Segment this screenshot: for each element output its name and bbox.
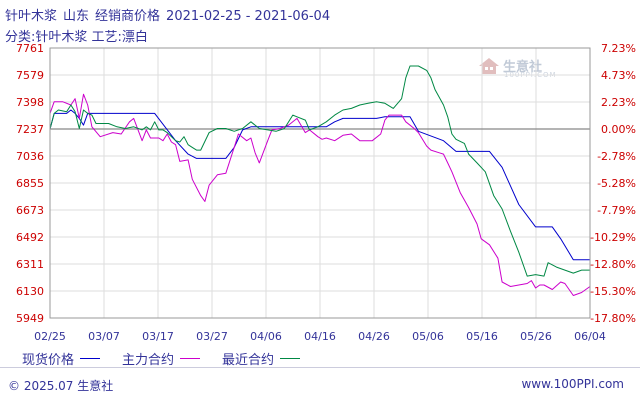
y-tick-label-left: 7579 — [16, 69, 44, 82]
legend-label-nearest: 最近合约 — [222, 353, 275, 368]
x-tick-label: 04/16 — [304, 330, 336, 343]
title-price-type: 经销商价格 — [95, 9, 161, 24]
house-icon — [479, 57, 499, 74]
y-tick-label-right: 4.73% — [601, 69, 636, 82]
footer-url[interactable]: www.100PPI.com — [521, 377, 624, 391]
x-tick-label: 06/04 — [574, 330, 606, 343]
x-tick-label: 04/26 — [358, 330, 390, 343]
y-tick-label-left: 5949 — [16, 312, 44, 325]
series-line — [49, 65, 590, 277]
y-tick-label-right: 0.00% — [601, 123, 636, 136]
y-tick-label-left: 7237 — [16, 123, 44, 136]
legend-item-nearest: 最近合约 — [222, 349, 301, 368]
legend-swatch-nearest — [280, 358, 301, 359]
x-tick-label: 03/27 — [196, 330, 228, 343]
legend-label-main: 主力合约 — [122, 353, 175, 368]
y-tick-label-right: -5.28% — [597, 177, 636, 190]
x-tick-label: 03/17 — [142, 330, 174, 343]
legend-item-main: 主力合约 — [122, 349, 201, 368]
x-tick-label: 03/07 — [88, 330, 120, 343]
chart-subtitle: 分类:针叶木浆 工艺:漂白 — [5, 30, 148, 45]
x-axis-labels: 02/25 03/07 03/17 03/27 04/06 04/16 04/26 05/06… — [34, 330, 606, 343]
y-tick-label-right: 7.23% — [601, 42, 636, 55]
y-tick-label-left: 7398 — [16, 96, 44, 109]
y-tick-label-left: 6130 — [16, 285, 44, 298]
plot-frame — [49, 47, 591, 319]
x-tick-label: 04/06 — [250, 330, 282, 343]
y-tick-label-left: 6855 — [16, 177, 44, 190]
legend: 现货价格 主力合约 最近合约 — [22, 349, 322, 368]
y-tick-label-right: -17.80% — [590, 312, 636, 325]
y-tick-label-left: 7036 — [16, 150, 44, 163]
y-tick-label-right: -12.80% — [590, 258, 636, 271]
line-chart: 7761 7579 7398 7237 7036 6855 6673 6492 6311 6130… — [16, 42, 636, 343]
legend-swatch-main — [180, 358, 201, 359]
footer-copyright: © 2025.07 生意社 — [8, 379, 114, 393]
y-tick-label-left: 7761 — [16, 42, 44, 55]
y-tick-label-right: -2.78% — [597, 150, 636, 163]
title-date-range: 2021-02-25 - 2021-06-04 — [166, 9, 331, 24]
y-tick-label-left: 6311 — [16, 258, 44, 271]
x-tick-label: 05/06 — [412, 330, 444, 343]
series-layer — [49, 65, 591, 296]
y-tick-label-right: 2.23% — [601, 96, 636, 109]
y-tick-label-right: -15.30% — [590, 285, 636, 298]
title-region: 山东 — [63, 9, 90, 24]
watermark-brand: 生意社 — [503, 60, 543, 75]
x-tick-label: 02/25 — [34, 330, 66, 343]
y-tick-label-left: 6673 — [16, 204, 44, 217]
legend-swatch-spot — [80, 358, 101, 359]
x-tick-label: 05/26 — [520, 330, 552, 343]
y-tick-label-right: -10.29% — [590, 231, 636, 244]
y-tick-label-left: 6492 — [16, 231, 44, 244]
y-axis-left-labels: 7761 7579 7398 7237 7036 6855 6673 6492 6311 6130… — [16, 42, 44, 325]
x-tick-label: 05/16 — [466, 330, 498, 343]
footer-divider — [0, 367, 640, 368]
chart-title: 针叶木浆 山东 经销商价格 2021-02-25 - 2021-06-04 — [5, 5, 330, 24]
legend-item-spot: 现货价格 — [22, 349, 101, 368]
y-axis-right-labels: 7.23% 4.73% 2.23% 0.00% -2.78% -5.28% -7.79% -1… — [590, 42, 636, 325]
footer: © 2025.07 生意社 www.100PPI.com — [0, 367, 640, 400]
y-tick-label-right: -7.79% — [597, 204, 636, 217]
legend-label-spot: 现货价格 — [22, 353, 75, 368]
title-product: 针叶木浆 — [5, 9, 58, 24]
